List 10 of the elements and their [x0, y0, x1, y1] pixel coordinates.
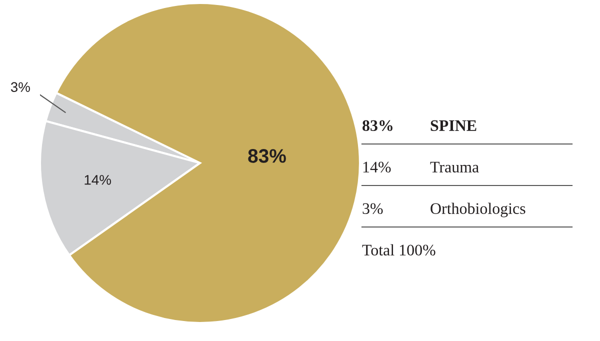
text: 83% [362, 120, 392, 132]
text: SPINE [430, 120, 476, 131]
text: Trauma [430, 162, 479, 172]
data-label: 3% [10, 82, 30, 92]
text: Total 100% [362, 244, 436, 256]
text: 3% [362, 203, 383, 214]
data-label: 83% [248, 149, 286, 163]
text: 14% [363, 162, 391, 173]
text: Orthobiologics [430, 202, 526, 218]
data-label: 14% [84, 175, 111, 185]
